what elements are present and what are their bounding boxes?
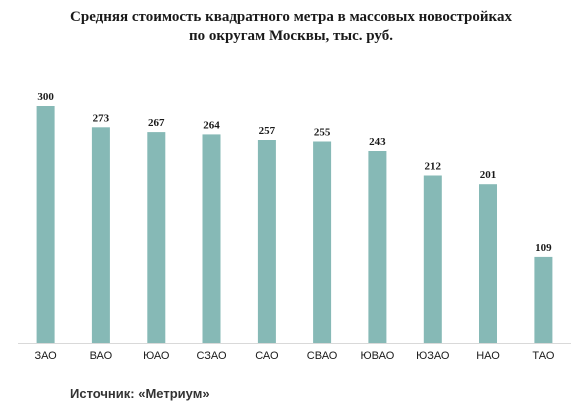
value-label-НАО: 201 [480, 169, 497, 181]
source-note: Источник: «Метриум» [70, 386, 210, 401]
bar-ТАО [534, 256, 553, 343]
x-tick-label-ЮВАО: ЮВАО [361, 350, 395, 362]
x-tick-label-НАО: НАО [476, 350, 500, 362]
bar-ЮВАО [368, 151, 387, 343]
x-tick-label-ЮАО: ЮАО [143, 350, 170, 362]
bar-ВАО [91, 127, 110, 343]
value-label-СВАО: 255 [314, 127, 331, 139]
value-label-СЗАО: 264 [203, 119, 220, 131]
bars-group [36, 106, 553, 343]
bar-СВАО [313, 141, 332, 343]
value-label-САО: 257 [259, 125, 276, 137]
x-tick-label-ВАО: ВАО [90, 350, 113, 362]
value-label-ЮВАО: 243 [369, 136, 386, 148]
x-tick-label-ТАО: ТАО [532, 350, 554, 362]
value-label-ТАО: 109 [535, 242, 552, 254]
bar-СЗАО [202, 134, 221, 343]
value-label-ЮАО: 267 [148, 117, 165, 129]
x-tick-labels-group: ЗАО ВАО ЮАО СЗАО САО СВАО ЮВАО ЮЗАО НАО ТАО [34, 350, 554, 362]
chart-title-line-2: по округам Москвы, тыс. руб. [189, 28, 393, 44]
x-tick-label-ЮЗАО: ЮЗАО [416, 350, 450, 362]
x-tick-label-СЗАО: СЗАО [196, 350, 227, 362]
bar-НАО [479, 184, 497, 343]
value-label-ЮЗАО: 212 [425, 161, 442, 173]
x-tick-label-САО: САО [255, 350, 279, 362]
value-label-ВАО: 273 [93, 112, 110, 124]
value-label-ЗАО: 300 [37, 91, 54, 103]
bar-ЮАО [147, 132, 166, 343]
x-tick-label-СВАО: СВАО [307, 350, 338, 362]
bar-ЗАО [36, 106, 55, 343]
bar-САО [257, 140, 276, 343]
value-labels-group: 300 273 267 264 257 255 243 212 201 109 [37, 91, 552, 254]
bar-ЮЗАО [423, 175, 442, 343]
chart-title-line-1: Средняя стоимость квадратного метра в ма… [70, 9, 512, 25]
x-tick-label-ЗАО: ЗАО [34, 350, 57, 362]
